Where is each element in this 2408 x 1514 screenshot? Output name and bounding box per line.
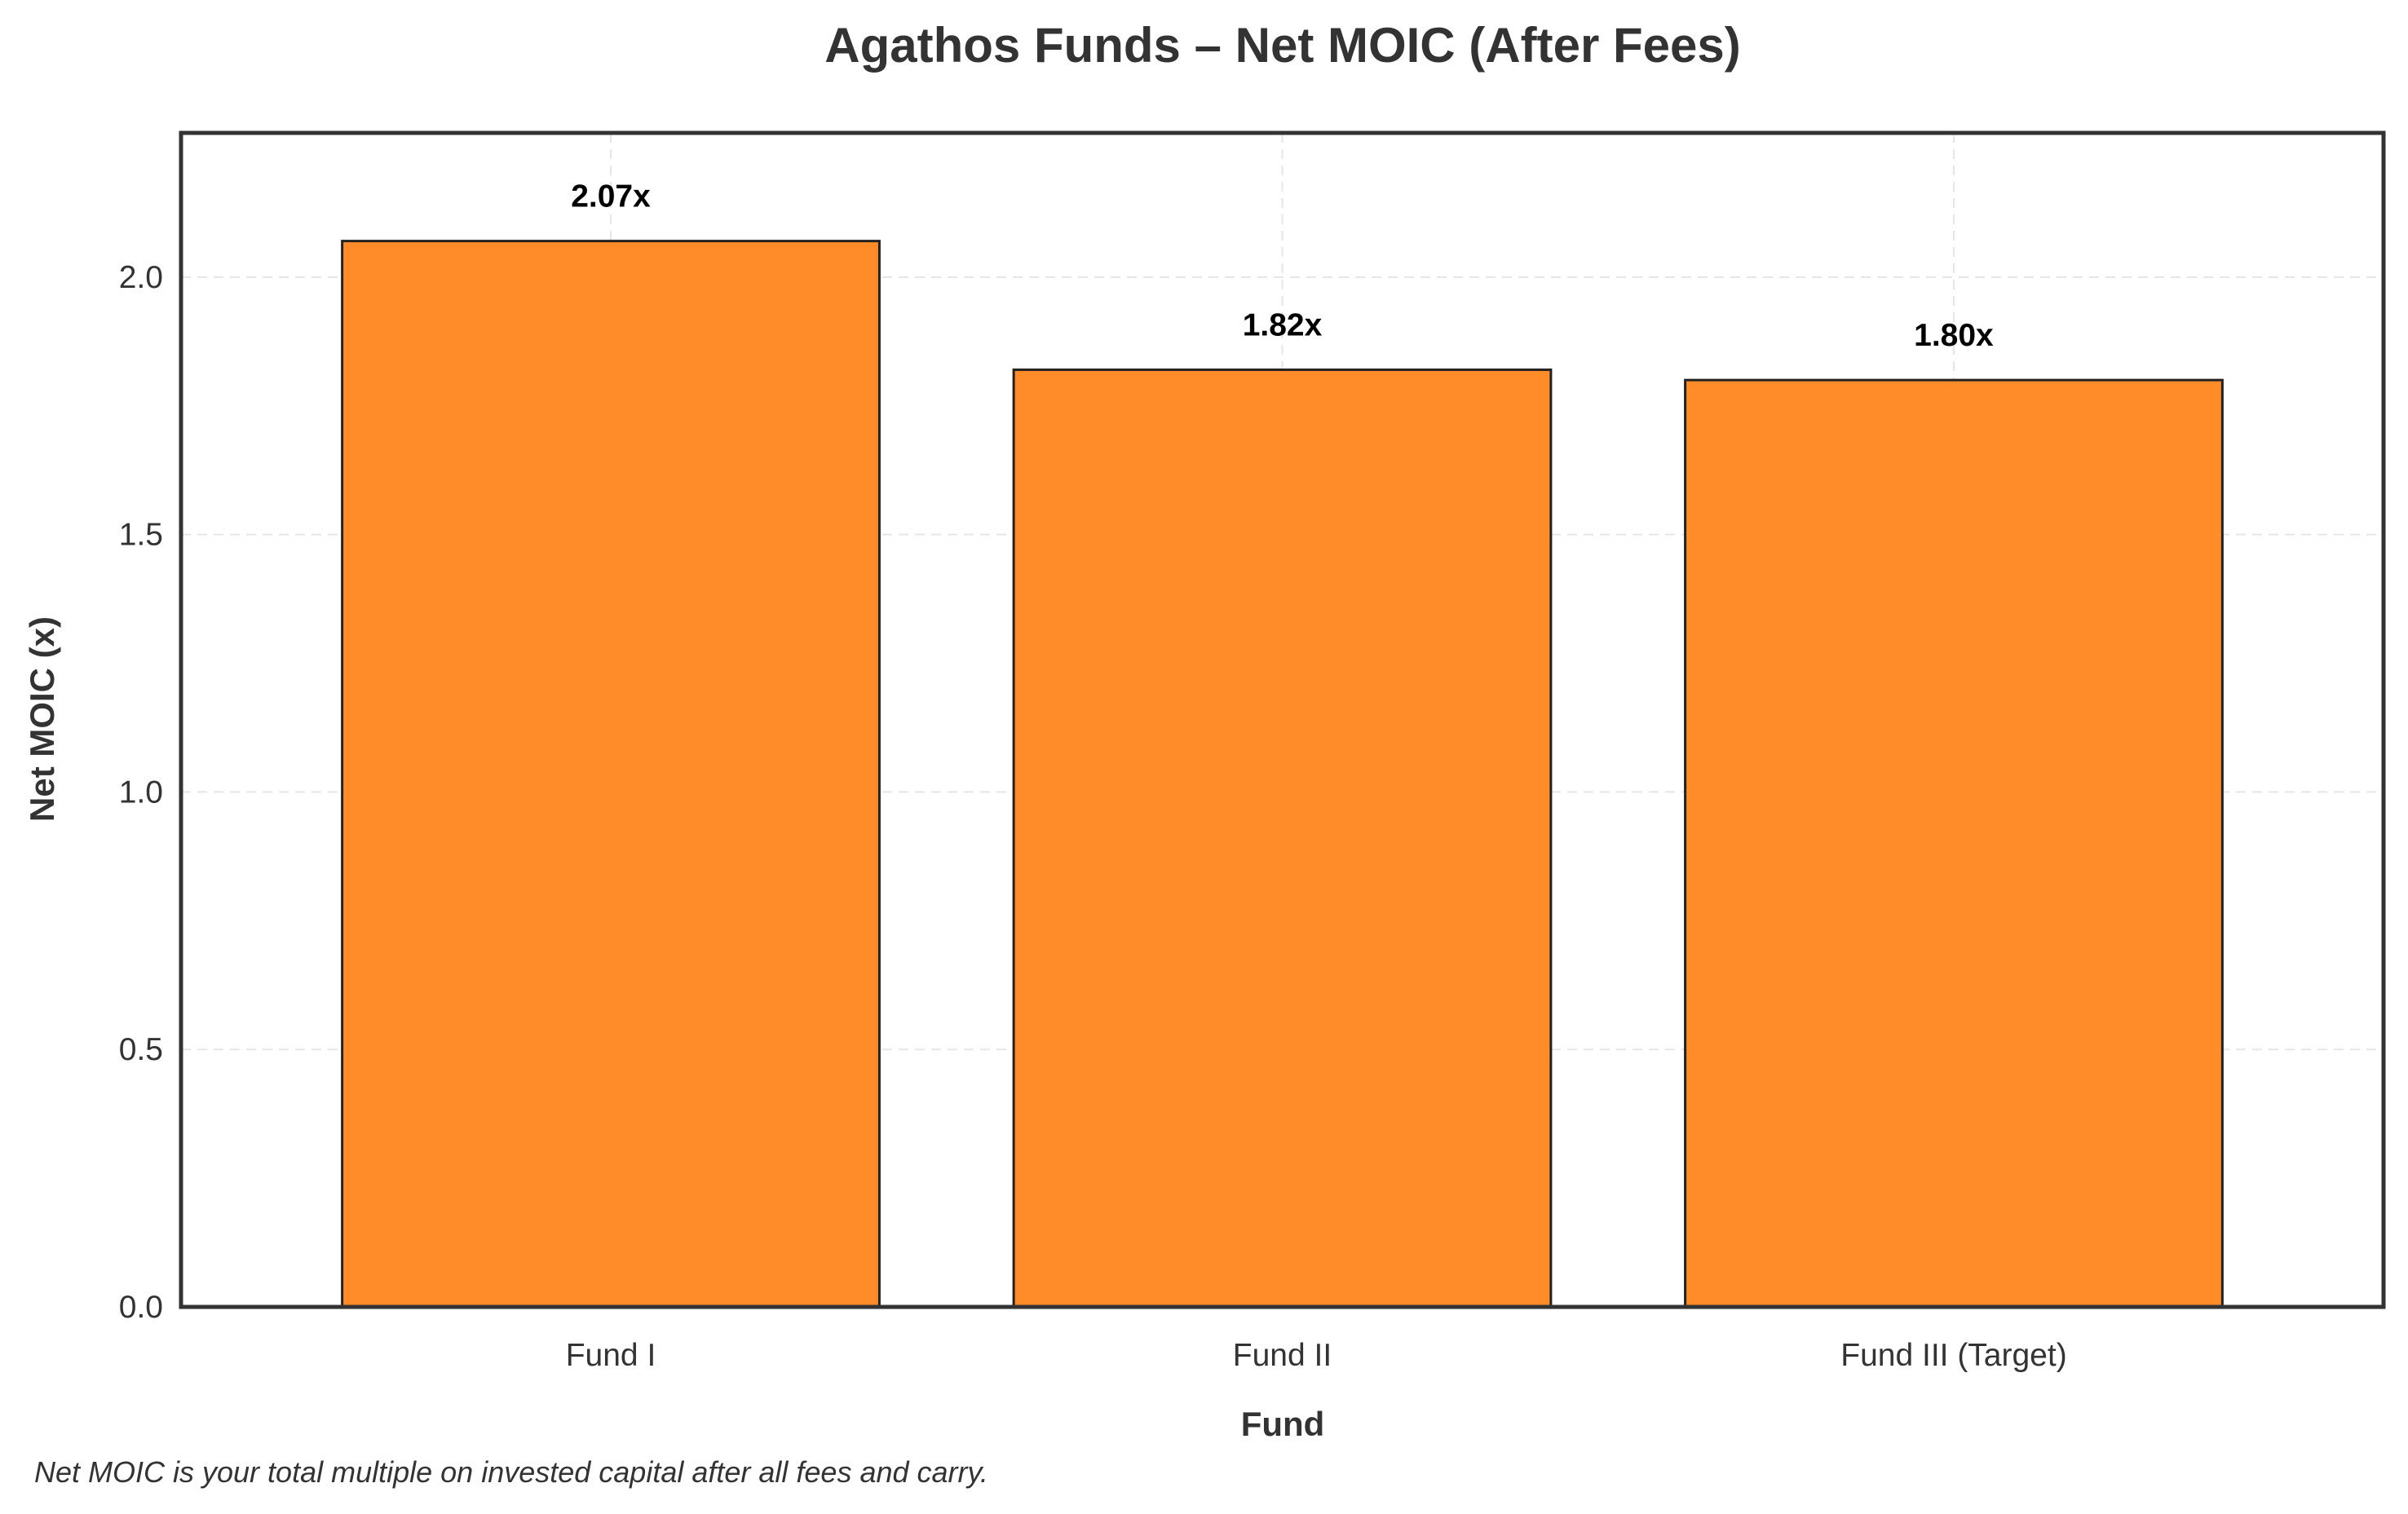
data-label: 2.07x	[571, 179, 651, 214]
x-tick-label: Fund III (Target)	[1840, 1338, 2066, 1373]
y-tick-label: 0.0	[119, 1290, 163, 1325]
y-tick-label: 0.5	[119, 1032, 163, 1067]
y-tick-label: 1.5	[119, 518, 163, 553]
bar	[1012, 369, 1553, 1309]
data-label: 1.80x	[1914, 318, 1994, 353]
plot-frame	[179, 130, 2386, 1309]
chart-title: Agathos Funds – Net MOIC (After Fees)	[824, 18, 1740, 73]
y-tick-label: 1.0	[119, 775, 163, 810]
y-axis-ticks: 0.0 0.5 1.0 1.5 2.0	[119, 260, 163, 1325]
bar	[341, 240, 881, 1309]
data-labels: 2.07x 1.82x 1.80x	[571, 179, 1994, 354]
footnote: Net MOIC is your total multiple on inves…	[34, 1455, 988, 1489]
data-label: 1.82x	[1243, 308, 1323, 343]
x-axis-label: Fund	[1241, 1405, 1325, 1443]
y-tick-label: 2.0	[119, 260, 163, 295]
bars	[341, 240, 2224, 1309]
x-tick-label: Fund II	[1233, 1338, 1332, 1373]
bar	[1684, 378, 2224, 1309]
x-axis-ticks: Fund I Fund II Fund III (Target)	[566, 1338, 2067, 1373]
x-tick-label: Fund I	[566, 1338, 656, 1373]
y-axis-label: Net MOIC (x)	[23, 616, 61, 822]
